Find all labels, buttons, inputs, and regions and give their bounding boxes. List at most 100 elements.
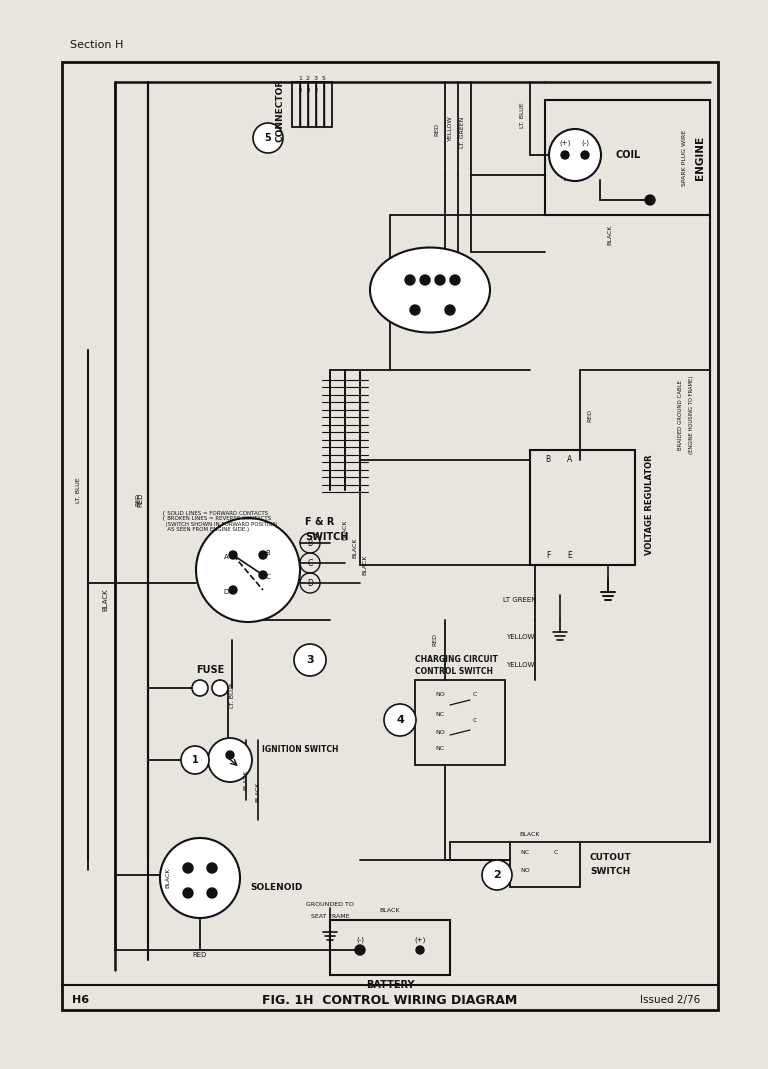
Text: (ENGINE HOUSING TO FRAME): (ENGINE HOUSING TO FRAME): [690, 376, 694, 454]
Circle shape: [294, 644, 326, 676]
Text: 5: 5: [322, 76, 326, 80]
Circle shape: [482, 859, 512, 890]
Circle shape: [208, 738, 252, 783]
Text: SWITCH: SWITCH: [305, 532, 349, 542]
Circle shape: [410, 305, 420, 315]
Text: BLACK: BLACK: [256, 781, 260, 802]
Text: B: B: [184, 868, 188, 872]
Circle shape: [253, 123, 283, 153]
Text: NC: NC: [435, 713, 445, 717]
Bar: [545, 100, 710, 215]
Text: 4: 4: [396, 715, 404, 725]
Circle shape: [229, 551, 237, 559]
Text: F: F: [546, 551, 550, 559]
Text: C: C: [473, 717, 477, 723]
Text: A: A: [568, 455, 573, 465]
Text: (-): (-): [581, 140, 589, 146]
Bar: [62, 62, 718, 1010]
Text: 5: 5: [265, 133, 271, 143]
Text: R: R: [212, 868, 216, 872]
Text: H6: H6: [72, 995, 89, 1005]
Text: CUTOUT: CUTOUT: [590, 852, 631, 862]
Circle shape: [181, 746, 209, 774]
Text: B: B: [266, 549, 270, 556]
Circle shape: [450, 275, 460, 285]
Circle shape: [196, 518, 300, 622]
Circle shape: [549, 129, 601, 181]
Bar: [415, 680, 505, 765]
Text: FIG. 1H  CONTROL WIRING DIAGRAM: FIG. 1H CONTROL WIRING DIAGRAM: [263, 993, 518, 1007]
Circle shape: [416, 946, 424, 954]
Circle shape: [226, 752, 234, 759]
Text: 2: 2: [493, 870, 501, 880]
Text: LT. BLUE: LT. BLUE: [230, 682, 234, 708]
Text: SOLENOID: SOLENOID: [250, 883, 303, 893]
Bar: [292, 82, 332, 127]
Text: BLACK: BLACK: [520, 833, 540, 837]
Text: BATTERY: BATTERY: [366, 980, 414, 990]
Text: GROUNDED TO: GROUNDED TO: [306, 902, 354, 908]
Text: BLACK: BLACK: [353, 538, 357, 558]
Text: 3: 3: [314, 76, 318, 80]
Bar: [530, 450, 635, 566]
Text: RED: RED: [135, 494, 141, 507]
Text: 1: 1: [192, 755, 198, 765]
Text: YELLOW: YELLOW: [506, 634, 535, 640]
Text: BRAIDED GROUND CABLE: BRAIDED GROUND CABLE: [677, 379, 683, 450]
Text: 1: 1: [298, 76, 302, 80]
Text: NO: NO: [435, 729, 445, 734]
Text: COIL: COIL: [615, 150, 641, 160]
Circle shape: [355, 945, 365, 955]
Text: BLACK: BLACK: [102, 589, 108, 611]
Circle shape: [207, 888, 217, 898]
Circle shape: [259, 571, 267, 579]
Text: RED: RED: [137, 493, 143, 507]
Circle shape: [192, 680, 208, 696]
Circle shape: [207, 863, 217, 873]
Text: 2: 2: [314, 88, 318, 93]
Circle shape: [645, 195, 655, 205]
Text: (+): (+): [414, 936, 425, 943]
Text: NO: NO: [520, 868, 530, 872]
Text: LT. GREEN: LT. GREEN: [461, 117, 465, 148]
Text: B: B: [545, 455, 551, 465]
Circle shape: [160, 838, 240, 918]
Text: BLACK: BLACK: [362, 555, 368, 575]
Text: CHARGING CIRCUIT: CHARGING CIRCUIT: [415, 655, 498, 665]
Text: 6: 6: [298, 88, 302, 93]
Text: Section H: Section H: [70, 40, 124, 50]
Text: YELLOW: YELLOW: [448, 115, 452, 141]
Text: R: R: [184, 893, 188, 898]
Circle shape: [183, 888, 193, 898]
Text: BLACK: BLACK: [165, 868, 170, 888]
Text: 3: 3: [306, 88, 310, 93]
Text: C: C: [554, 850, 558, 854]
Text: CONNECTOR: CONNECTOR: [276, 78, 284, 141]
Text: B: B: [307, 539, 313, 547]
Circle shape: [384, 704, 416, 735]
Text: A: A: [223, 554, 228, 560]
Text: D: D: [307, 578, 313, 588]
Circle shape: [259, 551, 267, 559]
Text: CONTROL SWITCH: CONTROL SWITCH: [415, 667, 493, 677]
Text: RED: RED: [588, 408, 592, 421]
Circle shape: [183, 863, 193, 873]
Text: BLACK: BLACK: [607, 224, 613, 245]
Text: FUSE: FUSE: [196, 665, 224, 675]
Text: SWITCH: SWITCH: [590, 868, 631, 877]
Text: F & R: F & R: [305, 517, 334, 527]
Text: NC: NC: [521, 850, 530, 854]
Text: RED: RED: [432, 634, 438, 647]
Text: BLACK: BLACK: [379, 908, 400, 913]
Text: BLACK: BLACK: [343, 520, 347, 540]
Text: LT. BLUE: LT. BLUE: [519, 103, 525, 128]
Text: IGNITION SWITCH: IGNITION SWITCH: [262, 745, 339, 755]
Circle shape: [405, 275, 415, 285]
Text: ENGINE: ENGINE: [695, 136, 705, 180]
Circle shape: [445, 305, 455, 315]
Text: RED: RED: [435, 124, 439, 137]
Circle shape: [420, 275, 430, 285]
Text: (+): (+): [559, 140, 571, 146]
Text: 2: 2: [306, 76, 310, 80]
Text: C: C: [307, 558, 313, 568]
